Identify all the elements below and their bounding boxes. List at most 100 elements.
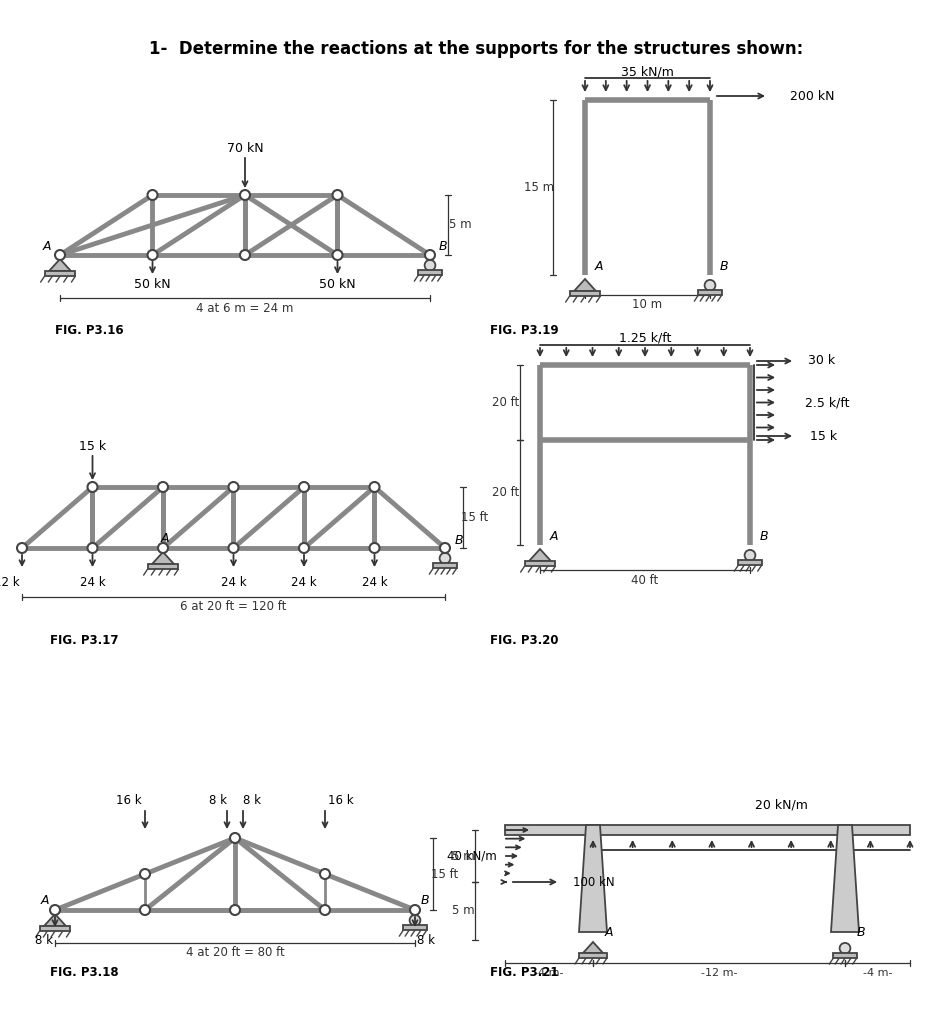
Circle shape [50,905,60,915]
Polygon shape [583,942,603,953]
Text: 15 ft: 15 ft [461,511,488,524]
Text: 4 at 6 m = 24 m: 4 at 6 m = 24 m [196,301,293,314]
Text: 50 kN: 50 kN [134,279,170,292]
Polygon shape [151,552,174,564]
Bar [569,291,600,296]
Text: 200 kN: 200 kN [789,89,834,102]
Text: 10 m: 10 m [632,299,662,311]
Circle shape [229,833,240,843]
Text: B: B [759,530,768,544]
Text: 8 k: 8 k [243,794,261,807]
Circle shape [440,543,449,553]
Circle shape [229,905,240,915]
Bar [433,563,456,568]
Circle shape [320,869,329,879]
Polygon shape [528,549,550,561]
Text: FIG. P3.17: FIG. P3.17 [50,634,118,646]
Text: FIG. P3.18: FIG. P3.18 [50,966,118,979]
Text: 24 k: 24 k [221,575,246,589]
Polygon shape [830,825,858,932]
Text: B: B [454,534,463,547]
Bar [505,825,909,835]
Circle shape [158,482,168,492]
Text: -12 m-: -12 m- [700,968,737,978]
Circle shape [369,482,379,492]
Circle shape [425,250,434,260]
Text: 15 ft: 15 ft [431,867,458,881]
Circle shape [88,482,97,492]
Circle shape [332,250,342,260]
Circle shape [140,869,149,879]
Text: 5 m: 5 m [451,850,474,862]
Text: A: A [161,531,169,545]
Circle shape [228,543,238,553]
Text: 24 k: 24 k [291,575,316,589]
Circle shape [299,543,308,553]
Text: FIG. P3.20: FIG. P3.20 [489,634,558,646]
Bar [832,953,856,958]
Bar [698,290,721,295]
Circle shape [88,543,97,553]
Text: 5 m: 5 m [448,218,471,231]
Circle shape [228,482,238,492]
Bar [40,926,70,931]
Text: 70 kN: 70 kN [227,141,263,155]
Circle shape [332,190,342,200]
Text: 40 ft: 40 ft [631,573,658,587]
Text: B: B [439,241,447,254]
Text: 8 k: 8 k [417,934,434,946]
Circle shape [409,905,420,915]
Text: A: A [549,530,558,544]
Circle shape [55,250,65,260]
Polygon shape [44,914,66,926]
Circle shape [439,553,450,563]
Text: FIG. P3.21: FIG. P3.21 [489,966,558,979]
Text: 30 k: 30 k [807,354,834,368]
Bar [579,953,606,958]
Text: 24 k: 24 k [80,575,106,589]
Text: 20 ft: 20 ft [492,486,519,499]
Text: 8 k: 8 k [35,934,53,946]
Circle shape [299,482,308,492]
Circle shape [240,250,249,260]
Text: 50 kN: 50 kN [319,279,355,292]
Circle shape [409,914,420,926]
Circle shape [148,250,157,260]
Circle shape [704,280,715,291]
Text: 20 ft: 20 ft [492,396,519,409]
Text: B: B [720,260,728,273]
Text: FIG. P3.19: FIG. P3.19 [489,324,558,337]
Text: B: B [856,926,864,939]
Circle shape [425,260,435,270]
Text: 16 k: 16 k [116,794,142,807]
Bar [148,564,178,569]
Bar [403,925,426,930]
Text: A: A [605,926,613,939]
Text: 1.25 k/ft: 1.25 k/ft [618,332,670,344]
Text: 100 kN: 100 kN [572,876,614,889]
Circle shape [17,543,27,553]
Text: B: B [421,894,429,906]
Text: 1-  Determine the reactions at the supports for the structures shown:: 1- Determine the reactions at the suppor… [149,40,803,58]
Text: A: A [594,260,603,273]
Circle shape [140,905,149,915]
Text: -4 m-: -4 m- [862,968,891,978]
Polygon shape [579,825,606,932]
Text: 2.5 k/ft: 2.5 k/ft [804,396,848,409]
Bar [45,271,75,276]
Polygon shape [573,279,595,291]
Polygon shape [49,259,71,271]
Circle shape [158,543,168,553]
Circle shape [240,190,249,200]
Text: A: A [43,241,51,254]
Circle shape [148,190,157,200]
Text: 15 k: 15 k [809,429,836,442]
Text: FIG. P3.16: FIG. P3.16 [55,324,124,337]
Text: A: A [40,894,49,906]
Text: 40 kN/m: 40 kN/m [446,850,497,862]
Circle shape [369,543,379,553]
Text: 12 k: 12 k [0,575,20,589]
Text: 6 at 20 ft = 120 ft: 6 at 20 ft = 120 ft [180,600,287,613]
Text: 4 at 20 ft = 80 ft: 4 at 20 ft = 80 ft [186,946,284,959]
Text: 15 m: 15 m [524,181,553,194]
